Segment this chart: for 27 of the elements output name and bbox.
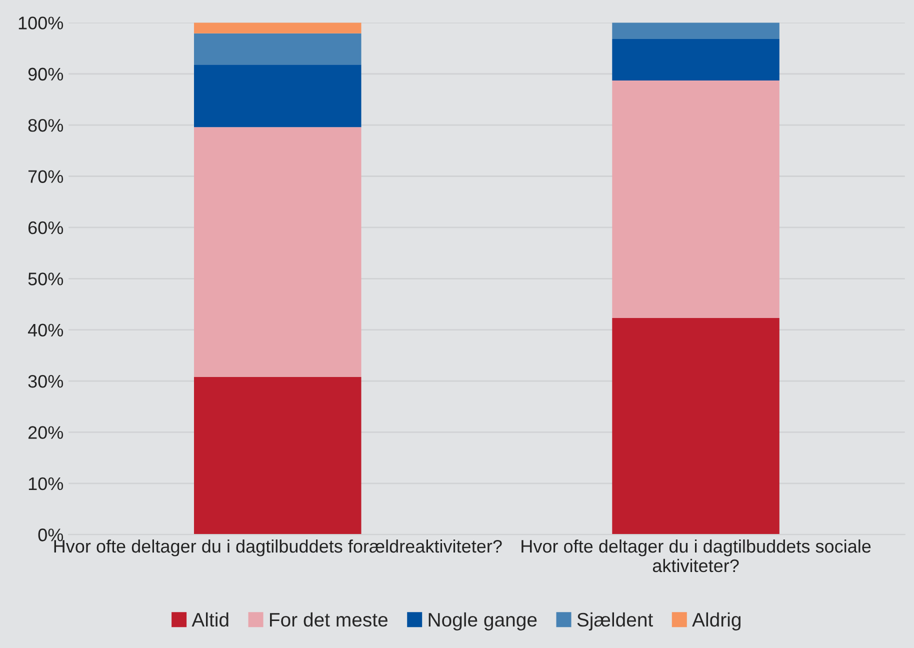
y-tick-label: 100% — [18, 16, 64, 30]
bar — [194, 33, 362, 65]
legend-label: For det meste — [270, 612, 388, 627]
y-tick-label: 10% — [28, 477, 64, 490]
x-tick-label: Hvor ofte deltager du i dagtilbuddets sociale aktiviteter? — [522, 539, 871, 572]
bar — [612, 318, 780, 535]
y-tick-label: 60% — [28, 221, 64, 234]
y-tick-label: 70% — [28, 170, 64, 183]
legend-label: Sjældent — [577, 612, 653, 630]
bar — [194, 376, 362, 535]
y-tick-label: 40% — [28, 324, 64, 337]
bar — [612, 22, 780, 40]
legend-label: Nogle gange — [428, 612, 537, 630]
bar — [612, 39, 780, 81]
legend-label: Aldrig — [692, 612, 740, 630]
y-tick-label: 0% — [38, 528, 64, 542]
y-tick-label: 50% — [28, 272, 64, 286]
bar — [194, 127, 362, 377]
legend-label: Altid — [192, 612, 228, 627]
bar — [194, 22, 362, 34]
bar — [194, 64, 362, 128]
y-tick-label: 30% — [28, 374, 64, 388]
x-tick-label: Hvor ofte deltager du i dagtilbuddets forældreaktiviteter? — [54, 539, 502, 556]
bar — [612, 80, 780, 318]
y-tick-label: 90% — [28, 68, 64, 81]
y-tick-label: 80% — [28, 119, 64, 132]
y-tick-label: 20% — [28, 426, 64, 439]
